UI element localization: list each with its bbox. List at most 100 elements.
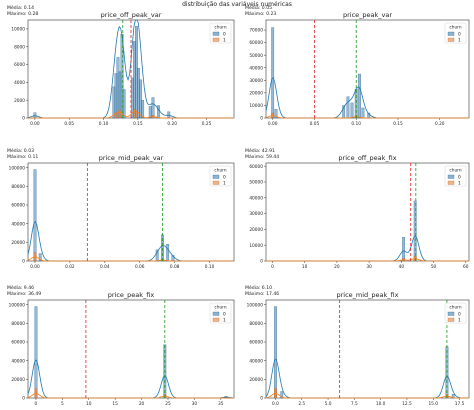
legend-title: churn	[214, 25, 227, 31]
bar-churn-0	[34, 306, 38, 399]
legend-label-0: 0	[223, 174, 226, 180]
y-tick-label: 70000	[249, 28, 263, 34]
stat-text: Máximo: 0.23	[245, 10, 276, 17]
x-tick-label: 0.05	[64, 121, 74, 127]
y-tick-label: 20000	[11, 377, 25, 383]
legend-label-0: 0	[458, 174, 461, 180]
x-tick-label: 20	[139, 401, 145, 407]
x-tick-label: 10.0	[376, 401, 386, 407]
y-tick-label: 4000	[14, 80, 25, 86]
y-tick-label: 20000	[249, 90, 263, 96]
kde-churn-1	[27, 256, 234, 262]
y-tick-label: 0	[22, 396, 25, 402]
legend-swatch-1	[447, 37, 455, 42]
legend-swatch-0	[447, 174, 455, 179]
stat-text: Máximo: 17.46	[245, 290, 279, 297]
bar-churn-0	[358, 73, 361, 119]
legend-title: churn	[449, 25, 462, 31]
y-tick-label: 2000	[14, 98, 25, 104]
kde-churn-1	[265, 115, 469, 119]
bar-churn-0	[354, 88, 358, 119]
bar-churn-0	[280, 391, 284, 399]
x-tick-label: 20	[334, 264, 340, 270]
legend-label-1: 1	[458, 317, 461, 323]
bar-churn-0	[274, 109, 278, 119]
x-tick-label: 5.0	[325, 401, 332, 407]
bar-churn-0	[166, 244, 170, 262]
x-tick-label: 0.15	[393, 121, 403, 127]
legend-title: churn	[449, 305, 462, 311]
x-tick-label: 0.00	[268, 121, 278, 127]
stat-text: Máximo: 0.11	[7, 153, 38, 160]
y-tick-label: 0	[260, 396, 263, 402]
y-tick-label: 60000	[249, 164, 263, 170]
x-tick-label: 0.08	[170, 264, 180, 270]
y-tick-label: 80000	[11, 321, 25, 327]
subplot-title: price_mid_peak_var	[99, 154, 164, 162]
y-tick-label: 20000	[249, 377, 263, 383]
subplot-title: price_peak_fix	[108, 291, 155, 299]
stat-text: Média: 0.14	[7, 4, 34, 11]
bar-churn-0	[274, 306, 277, 399]
bar-churn-0	[33, 112, 37, 119]
bar-churn-0	[139, 79, 142, 119]
legend-label-0: 0	[458, 311, 461, 317]
x-tick-label: 0.10	[205, 264, 215, 270]
x-tick-label: 35	[218, 401, 224, 407]
legend-swatch-0	[212, 174, 220, 179]
bar-churn-0	[350, 102, 354, 119]
y-tick-label: 30000	[249, 78, 263, 84]
y-tick-label: 60000	[249, 340, 263, 346]
y-tick-label: 0	[260, 116, 263, 122]
legend-title: churn	[449, 168, 462, 174]
y-tick-label: 10000	[249, 103, 263, 109]
kde-churn-1	[27, 392, 234, 399]
y-tick-label: 20000	[249, 227, 263, 233]
y-tick-label: 30000	[249, 211, 263, 217]
legend-label-0: 0	[223, 31, 226, 37]
x-tick-label: 0.05	[310, 121, 320, 127]
bar-churn-0	[33, 169, 37, 262]
x-tick-label: 0	[35, 401, 38, 407]
x-tick-label: 60	[463, 264, 469, 270]
legend-label-1: 1	[223, 180, 226, 186]
bar-churn-0	[157, 105, 160, 119]
x-tick-label: 0.0	[272, 401, 279, 407]
y-tick-label: 40000	[249, 358, 263, 364]
x-tick-label: 0.20	[167, 121, 177, 127]
x-tick-label: 15	[112, 401, 118, 407]
x-tick-label: 0.25	[202, 121, 212, 127]
legend-swatch-0	[447, 311, 455, 316]
x-tick-label: 0.00	[30, 264, 40, 270]
bar-churn-0	[148, 106, 152, 119]
y-tick-label: 60000	[11, 340, 25, 346]
bar-churn-0	[346, 96, 350, 119]
stat-text: Média: 0.05	[245, 4, 272, 11]
legend-title: churn	[214, 305, 227, 311]
x-tick-label: 5	[61, 401, 64, 407]
y-tick-label: 0	[260, 259, 263, 265]
legend-label-0: 0	[223, 311, 226, 317]
y-tick-label: 10000	[11, 27, 25, 33]
bar-churn-0	[151, 97, 155, 119]
stat-text: Média: 9.46	[7, 284, 34, 291]
legend-swatch-1	[212, 180, 220, 185]
legend-label-1: 1	[458, 180, 461, 186]
axes-frame	[27, 162, 235, 262]
x-tick-label: 0.02	[65, 264, 75, 270]
legend-swatch-0	[212, 31, 220, 36]
y-tick-label: 60000	[11, 203, 25, 209]
x-tick-label: 0	[271, 264, 274, 270]
legend-label-1: 1	[223, 37, 226, 43]
kde-churn-0	[265, 76, 469, 119]
y-tick-label: 50000	[249, 53, 263, 59]
stat-text: Média: 6.10	[245, 284, 272, 291]
y-tick-label: 6000	[14, 62, 25, 68]
